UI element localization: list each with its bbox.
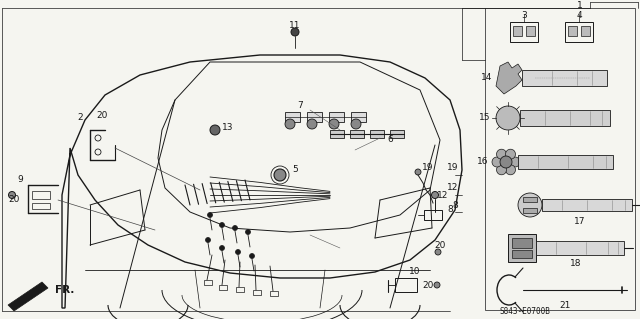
Circle shape <box>220 222 225 227</box>
Circle shape <box>518 193 542 217</box>
Circle shape <box>434 282 440 288</box>
Circle shape <box>435 249 441 255</box>
Bar <box>542 199 632 211</box>
Bar <box>32 203 50 209</box>
Text: 21: 21 <box>559 301 571 310</box>
Circle shape <box>274 169 286 181</box>
Bar <box>270 291 278 296</box>
Bar <box>581 26 590 36</box>
Text: 4: 4 <box>576 11 582 20</box>
Bar <box>512 238 532 248</box>
Text: 16: 16 <box>477 158 488 167</box>
Circle shape <box>236 249 241 255</box>
Bar <box>485 8 635 310</box>
Text: 7: 7 <box>297 100 303 109</box>
Circle shape <box>506 165 515 175</box>
Circle shape <box>506 149 515 159</box>
Circle shape <box>496 106 520 130</box>
Bar <box>330 130 344 138</box>
Circle shape <box>220 246 225 250</box>
Bar <box>390 130 404 138</box>
Circle shape <box>285 119 295 129</box>
Text: 20: 20 <box>435 241 445 249</box>
Polygon shape <box>8 282 48 311</box>
Circle shape <box>291 28 299 36</box>
Circle shape <box>207 212 212 218</box>
Text: 14: 14 <box>481 73 492 83</box>
Bar <box>307 112 322 122</box>
Text: 20: 20 <box>96 110 108 120</box>
Circle shape <box>500 156 512 168</box>
Bar <box>370 130 384 138</box>
Circle shape <box>510 157 520 167</box>
Text: 2: 2 <box>77 114 83 122</box>
Text: 15: 15 <box>479 114 490 122</box>
Bar <box>350 130 364 138</box>
Bar <box>285 112 300 122</box>
Bar <box>395 278 417 292</box>
Bar <box>236 287 244 292</box>
Circle shape <box>415 169 421 175</box>
Text: 3: 3 <box>521 11 527 20</box>
Bar <box>351 112 366 122</box>
Bar <box>32 191 50 199</box>
Text: 20: 20 <box>8 196 20 204</box>
Text: 12: 12 <box>437 190 449 199</box>
Text: 19: 19 <box>447 164 458 173</box>
Text: 11: 11 <box>289 20 301 29</box>
Circle shape <box>492 157 502 167</box>
Bar <box>523 208 537 213</box>
Text: 13: 13 <box>222 123 234 132</box>
Bar <box>513 26 522 36</box>
Circle shape <box>232 226 237 231</box>
Circle shape <box>205 238 211 242</box>
Bar <box>508 234 536 262</box>
Bar <box>512 250 532 258</box>
Bar <box>204 280 212 285</box>
Text: 5: 5 <box>292 166 298 174</box>
Polygon shape <box>496 62 522 94</box>
Bar <box>329 112 344 122</box>
Bar <box>424 210 442 220</box>
Text: 8: 8 <box>447 205 453 214</box>
Circle shape <box>351 119 361 129</box>
Bar <box>568 26 577 36</box>
Bar <box>526 26 535 36</box>
Circle shape <box>431 191 438 198</box>
Text: S843-E0700B: S843-E0700B <box>500 308 551 316</box>
Bar <box>565 22 593 42</box>
Circle shape <box>307 119 317 129</box>
Text: 19: 19 <box>422 164 434 173</box>
Circle shape <box>250 254 255 258</box>
Bar <box>518 155 613 169</box>
Text: FR.: FR. <box>55 285 74 295</box>
Text: 17: 17 <box>574 217 586 226</box>
Circle shape <box>246 229 250 234</box>
Text: 18: 18 <box>570 259 582 269</box>
Text: 6: 6 <box>387 136 393 145</box>
Text: 1: 1 <box>577 2 583 11</box>
Text: 10: 10 <box>409 268 420 277</box>
Text: 9: 9 <box>17 175 23 184</box>
Circle shape <box>497 149 506 159</box>
Bar <box>219 285 227 290</box>
Bar <box>536 241 624 255</box>
Bar <box>522 70 607 86</box>
Circle shape <box>210 125 220 135</box>
Bar <box>510 22 538 42</box>
Bar <box>520 110 610 126</box>
Circle shape <box>8 191 15 198</box>
Text: 20: 20 <box>422 280 434 290</box>
Circle shape <box>497 165 506 175</box>
Bar <box>253 290 261 295</box>
Text: 12: 12 <box>447 183 458 192</box>
Bar <box>523 197 537 202</box>
Text: 8: 8 <box>452 201 458 210</box>
Circle shape <box>329 119 339 129</box>
